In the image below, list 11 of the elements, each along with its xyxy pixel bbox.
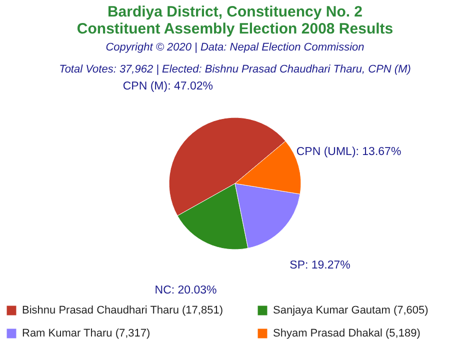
data-label: CPN (M): 47.02% <box>122 80 213 92</box>
chart-subtitle: Copyright © 2020 | Data: Nepal Election Commission <box>106 41 364 54</box>
text: Total Votes: 37,962 | Elected: Bishnu Prasad Chaudhari Tharu, CPN (M) <box>59 63 412 76</box>
legend-label: Bishnu Prasad Chaudhari Tharu (17,851) <box>22 304 223 317</box>
legend-label: Shyam Prasad Dhakal (5,189) <box>273 328 420 340</box>
legend-label: Sanjaya Kumar Gautam (7,605) <box>273 304 428 317</box>
legend-label: Ram Kumar Tharu (7,317) <box>22 328 150 340</box>
data-label: SP: 19.27% <box>290 259 350 272</box>
chart-title: Bardiya District, Constituency No. 2 Constituent Assembly Election 2008 Results <box>76 3 394 38</box>
data-label: NC: 20.03% <box>154 284 217 297</box>
data-label: CPN (UML): 13.67% <box>296 146 402 158</box>
